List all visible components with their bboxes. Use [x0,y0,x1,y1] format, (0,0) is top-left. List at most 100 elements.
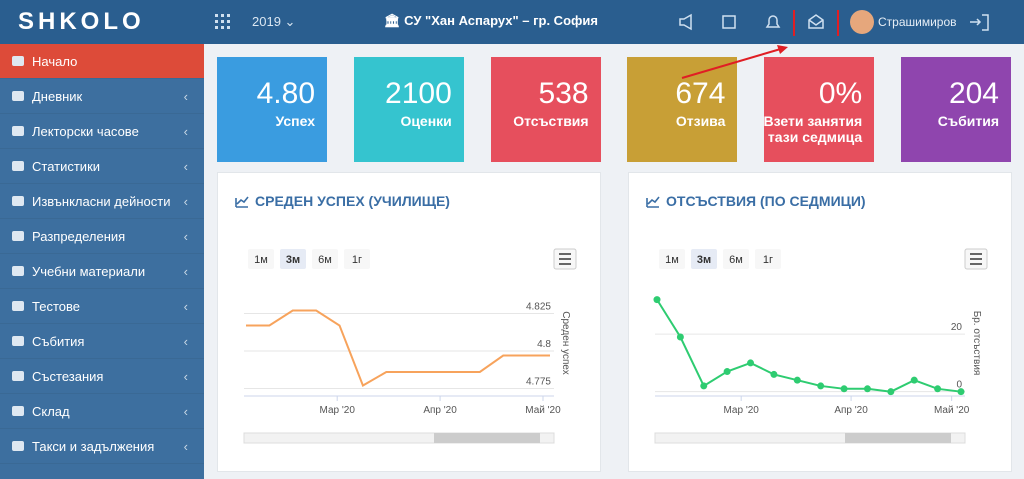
menu-label: Тестове [32,299,80,314]
menu-item[interactable]: Склад ‹ [0,394,204,429]
menu-item[interactable]: Такси и задължения ‹ [0,429,204,464]
header: SHKOLO 2019 ⌄ 🏛 СУ "Хан Аспарух" – гр. С… [0,0,1024,44]
edit-icon[interactable] [722,15,736,29]
data-point [676,333,684,341]
menu-label: Склад [32,404,70,419]
scrollbar-track [243,432,555,444]
chart: СРЕДЕН УСПЕХ (УЧИЛИЩЕ) 1м 3м 6м 1г 4.775 4.8 4.… [235,193,577,444]
y-tick-label: 20 [951,322,963,333]
stat-label: Събития [937,113,999,129]
x-tick-label: Мар '20 [320,405,356,416]
menu-item[interactable]: Събития ‹ [0,324,204,359]
menu-icon [12,336,24,346]
data-point [723,368,731,376]
avatar[interactable] [850,10,874,34]
range-label: 1м [665,254,679,266]
range-button[interactable] [248,249,274,269]
menu-item[interactable]: Статистики ‹ [0,149,204,184]
menu-icon [12,371,24,381]
menu-item[interactable]: Начало [0,44,204,79]
menu-item[interactable]: Извънкласни дейности ‹ [0,184,204,219]
range-button[interactable] [691,249,717,269]
stat-label: Отсъствия [513,113,589,129]
menu-item[interactable]: Състезания ‹ [0,359,204,394]
data-point [957,388,965,396]
chevron: ‹ [183,229,188,244]
menu-icon [12,266,24,276]
y-axis-title: Среден успех [560,311,571,374]
y-tick-label: 0 [956,380,962,391]
range-label: 3м [697,254,711,266]
range-label: 3м [286,254,300,266]
menu-item[interactable]: Тестове ‹ [0,289,204,324]
menu-icon [12,301,24,311]
stat-label: Успех [275,113,315,129]
bell-icon[interactable] [765,15,781,28]
menu-label: Лекторски часове [32,124,139,139]
year-select[interactable]: 2019 ⌄ [252,14,296,29]
annotation-arrow [681,45,788,79]
stat-tile[interactable]: 674 Отзива [627,57,738,162]
menu-label: Такси и задължения [32,439,155,454]
logout-icon[interactable] [970,14,989,31]
range-button[interactable] [659,249,685,269]
school: СУ "Хан Аспарух" – гр. София [404,13,598,28]
announce-icon[interactable] [679,13,692,31]
menu-icon [559,253,571,265]
apps-icon[interactable] [214,13,232,31]
stat-value: 204 [948,77,999,110]
scrollbar-thumb[interactable] [845,433,951,443]
data-point [747,359,755,367]
data-point [934,385,942,393]
y-tick-label: 4.825 [526,302,551,313]
range-button[interactable] [723,249,749,269]
chevron: ‹ [183,299,188,314]
stat-tile[interactable]: 4.80 Успех [217,57,327,162]
stat-label: Взети занятия тази седмица [764,113,863,145]
menu-label: Състезания [32,369,104,384]
data-point [910,376,918,384]
stat-label: Оценки [400,113,452,129]
scrollbar-thumb[interactable] [434,433,540,443]
menu-label: Извънкласни дейности [32,194,171,209]
menu-label: Статистики [32,159,101,174]
range-label: 6м [318,254,332,266]
stat-value: 0% [818,77,863,110]
data-point [887,388,895,396]
range-button[interactable] [755,249,781,269]
menu-item[interactable]: Лекторски часове ‹ [0,114,204,149]
range-label: 1м [254,254,268,266]
data-point [793,376,801,384]
y-axis-title: Бр. отсъствия [971,311,982,376]
range-button[interactable] [312,249,338,269]
x-tick-label: Мар '20 [723,405,759,416]
chevron: ‹ [183,404,188,419]
title-icon [646,196,660,208]
menu-icon [12,56,24,66]
stat-tile[interactable]: 0% Взети занятия тази седмица [764,57,875,162]
data-point [653,296,661,304]
menu-label: Разпределения [32,229,126,244]
stat-tile[interactable]: 2100 Оценки [353,57,464,162]
menu-label: Учебни материали [32,264,146,279]
menu-item[interactable]: Разпределения ‹ [0,219,204,254]
stat-tile[interactable]: 538 Отсъствия [490,57,601,162]
menu-icon [12,406,24,416]
range-button[interactable] [280,249,306,269]
range-button[interactable] [344,249,370,269]
menu-item[interactable]: Учебни материали ‹ [0,254,204,289]
menu-icon [12,231,24,241]
chevron: ‹ [183,264,188,279]
chevron: ‹ [183,334,188,349]
x-tick-label: Май '20 [525,405,561,416]
menu-item[interactable]: Дневник ‹ [0,79,204,114]
chevron: ‹ [183,439,188,454]
stat-tile[interactable]: 204 Събития [901,57,1011,162]
user-name[interactable]: Страшимиров [878,15,957,29]
scrollbar-track [654,432,966,444]
messages-icon[interactable] [808,14,824,29]
chevron: ‹ [183,194,188,209]
range-label: 1г [763,254,773,266]
logo[interactable]: SHKOLO [18,8,145,35]
